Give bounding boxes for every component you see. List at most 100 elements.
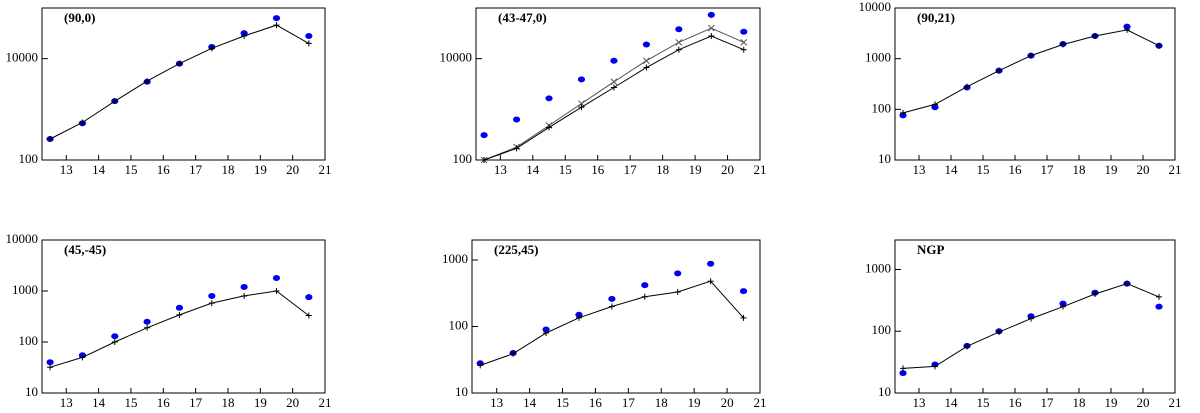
x-tick-label: 19 <box>689 162 702 177</box>
model-line <box>49 24 310 140</box>
data-point <box>610 57 618 64</box>
x-tick-label: 14 <box>945 162 959 177</box>
model-line <box>902 283 1160 369</box>
line-marker <box>513 145 520 152</box>
panel-title: (45,-45) <box>64 242 106 257</box>
x-tick-label: 19 <box>254 162 267 177</box>
data-point <box>739 288 748 295</box>
x-tick-label: 20 <box>721 395 734 410</box>
line-marker <box>79 354 86 361</box>
x-tick-label: 14 <box>523 395 537 410</box>
x-tick-label: 20 <box>721 162 734 177</box>
data-point <box>272 15 281 22</box>
plot-frame <box>894 7 1176 161</box>
x-tick-label: 20 <box>1137 162 1150 177</box>
line-marker <box>1028 52 1034 59</box>
x-tick-label: 13 <box>60 162 73 177</box>
plot-frame <box>894 239 1176 394</box>
x-tick-label: 16 <box>157 395 171 410</box>
line-marker <box>273 288 280 294</box>
data-point <box>740 28 748 35</box>
y-tick-label: 10000 <box>6 231 39 246</box>
x-tick-label: 13 <box>494 162 507 177</box>
x-tick-label: 13 <box>913 162 926 177</box>
x-tick-label: 17 <box>1041 395 1055 410</box>
line-marker <box>932 363 938 370</box>
line-marker <box>111 339 118 345</box>
line-marker <box>176 311 183 318</box>
line-marker <box>900 365 906 372</box>
x-tick-label: 17 <box>624 162 638 177</box>
x-tick-label: 18 <box>1073 162 1086 177</box>
x-tick-label: 13 <box>913 395 926 410</box>
x-tick-label: 21 <box>319 162 332 177</box>
line-marker <box>964 343 970 350</box>
line-marker <box>996 329 1002 336</box>
x-tick-label: 16 <box>591 162 605 177</box>
line-marker <box>305 312 312 319</box>
x-tick-label: 18 <box>221 162 234 177</box>
model-line <box>49 290 310 368</box>
x-tick-label: 15 <box>124 162 137 177</box>
data-point <box>111 333 119 340</box>
panel: 13 14 15 16 17 18 19 20 21 100 10000 (90,0) <box>6 7 332 177</box>
panel: 13 14 15 16 17 18 19 20 21 10 100 1000 NGP <box>865 239 1182 410</box>
data-point <box>542 326 550 333</box>
panel-title: (225,45) <box>494 242 538 257</box>
line-marker <box>610 78 618 86</box>
plot-frame <box>41 239 326 394</box>
x-tick-label: 18 <box>1073 395 1086 410</box>
panel: 13 14 15 16 17 18 19 20 21 100 10000 (43-47,0) <box>440 7 767 177</box>
data-point <box>1155 303 1163 310</box>
x-tick-label: 16 <box>589 395 603 410</box>
line-marker <box>477 362 484 369</box>
line-marker <box>1156 293 1162 300</box>
line-marker <box>47 364 54 371</box>
x-tick-label: 18 <box>655 395 668 410</box>
line-marker <box>305 40 312 47</box>
line-marker <box>708 33 715 40</box>
model-line <box>483 27 744 161</box>
x-tick-label: 20 <box>286 395 299 410</box>
line-marker <box>47 135 54 142</box>
line-marker <box>1060 303 1066 310</box>
line-marker <box>740 314 747 321</box>
x-tick-label: 19 <box>1105 395 1118 410</box>
x-tick-label: 21 <box>1169 162 1182 177</box>
line-marker <box>964 83 970 90</box>
line-marker <box>111 98 118 105</box>
y-tick-label: 10000 <box>859 0 892 14</box>
x-tick-label: 15 <box>559 162 572 177</box>
panel-title: (90,21) <box>917 10 955 25</box>
data-point <box>1059 300 1067 307</box>
data-point <box>608 295 616 302</box>
y-tick-label: 100 <box>453 151 473 166</box>
y-tick-label: 1000 <box>12 282 38 297</box>
line-marker <box>1060 41 1066 48</box>
model-line <box>902 29 1160 114</box>
panel-title: (43-47,0) <box>498 10 547 25</box>
line-marker <box>900 109 906 116</box>
line-marker <box>675 46 682 53</box>
x-tick-label: 17 <box>189 162 203 177</box>
line-marker <box>641 293 648 300</box>
y-tick-label: 100 <box>872 100 892 115</box>
y-tick-label: 1000 <box>865 50 891 65</box>
panel-title: NGP <box>917 242 945 257</box>
x-tick-label: 15 <box>977 395 990 410</box>
plot-frame <box>471 239 761 394</box>
data-point <box>305 294 313 301</box>
x-tick-label: 14 <box>92 395 106 410</box>
x-tick-label: 13 <box>60 395 73 410</box>
y-tick-label: 10 <box>25 384 38 399</box>
y-tick-label: 10 <box>878 384 891 399</box>
x-tick-label: 21 <box>1169 395 1182 410</box>
data-point <box>305 33 313 40</box>
x-tick-label: 15 <box>977 162 990 177</box>
x-tick-label: 16 <box>1009 162 1023 177</box>
x-tick-label: 20 <box>286 162 299 177</box>
x-tick-label: 20 <box>1137 395 1150 410</box>
data-point <box>512 116 521 123</box>
line-marker <box>1092 33 1098 40</box>
